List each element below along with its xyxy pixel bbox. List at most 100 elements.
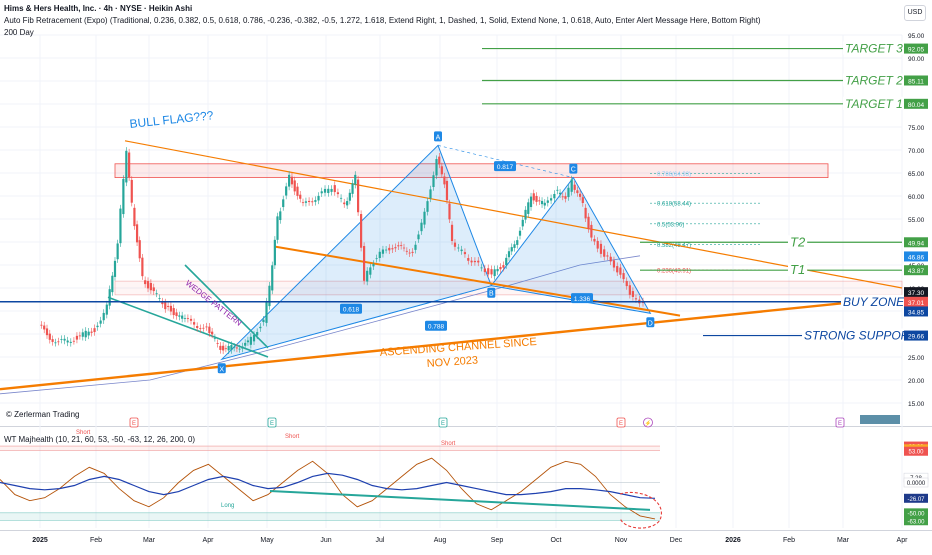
dividend-icon-glyph: ⚡	[645, 420, 652, 427]
overbought-zone	[0, 446, 660, 451]
candle-body	[149, 282, 152, 291]
osc-signal-label: Long	[221, 503, 234, 509]
y-tick-label: 95.00	[908, 33, 925, 40]
candle-body	[238, 348, 241, 350]
ratio-label: 1.336	[574, 296, 591, 303]
currency-button[interactable]: USD	[904, 5, 926, 21]
x-tick-label: Oct	[551, 537, 562, 544]
resistance-zone	[114, 163, 829, 179]
earnings-icon[interactable]	[616, 417, 626, 428]
x-tick-label: Dec	[670, 537, 683, 544]
ratio-label: 0.788	[428, 324, 445, 331]
candle-body	[411, 251, 414, 253]
candle-body	[144, 280, 147, 285]
candle-body	[473, 260, 477, 263]
earnings-icon[interactable]	[438, 417, 448, 428]
candle-body	[616, 266, 619, 273]
ratio-label: 0.618	[343, 307, 360, 314]
level-label-bg	[843, 73, 905, 87]
pattern-point-badge	[434, 131, 442, 142]
candle-body	[631, 291, 635, 297]
earnings-icon[interactable]	[129, 417, 139, 428]
candle-body	[366, 270, 369, 282]
candle-body	[314, 200, 317, 202]
candle-body	[573, 184, 576, 190]
level-label: TARGET 3	[845, 42, 903, 56]
candle-body	[167, 305, 170, 307]
price-axis-badge	[904, 306, 928, 317]
candle-body	[622, 273, 625, 280]
candle-body	[343, 202, 346, 205]
ratio-label: 0.817	[497, 164, 514, 171]
price-axis-badge	[904, 237, 928, 248]
candle-body	[402, 247, 406, 249]
level-label: T2	[790, 234, 806, 249]
candle-body	[333, 185, 336, 193]
candle-body	[426, 201, 429, 212]
candle-body	[265, 301, 268, 323]
candle-body	[213, 337, 216, 339]
osc-axis-badge	[904, 446, 928, 456]
bull-flag-upper-line	[124, 140, 903, 289]
level-label-bg	[841, 294, 907, 308]
time-axis-divider	[0, 530, 932, 531]
y-tick-label: 55.00	[908, 217, 925, 224]
candle-body	[584, 207, 587, 219]
candle-body	[128, 152, 131, 178]
osc-signal-label: Short	[76, 430, 91, 436]
candle-body	[219, 345, 222, 350]
earnings-icon[interactable]	[835, 417, 845, 428]
earnings-icon-label: E	[619, 421, 623, 427]
x-tick-label: Aug	[434, 537, 447, 544]
candle-body	[301, 202, 305, 204]
price-axis-badge	[904, 75, 928, 86]
candle-body	[599, 243, 603, 254]
candle-body	[587, 216, 590, 230]
candle-body	[175, 312, 178, 317]
candle-body	[241, 346, 244, 349]
candle-body	[527, 202, 530, 214]
candle-body	[628, 285, 631, 295]
candle-body	[208, 326, 211, 334]
candle-body	[307, 200, 311, 203]
candle-body	[540, 200, 544, 205]
candle-body	[246, 340, 250, 343]
price-axis-badge	[904, 287, 928, 298]
replay-button[interactable]	[860, 415, 900, 424]
candle-body	[513, 244, 516, 248]
candle-body	[138, 240, 141, 259]
candle-body	[48, 333, 51, 340]
x-tick-label: Jul	[376, 537, 385, 544]
price-axis-badge	[904, 296, 928, 307]
candle-body	[66, 340, 69, 343]
candle-body	[435, 159, 438, 176]
candle-body	[54, 342, 57, 344]
candle-body	[202, 327, 205, 329]
candle-body	[634, 298, 638, 300]
dividend-icon[interactable]	[643, 417, 653, 428]
candle-body	[432, 175, 435, 188]
candle-body	[222, 345, 225, 351]
candle-body	[532, 193, 535, 201]
candle-body	[288, 174, 291, 187]
price-axis-label: 37.30	[908, 290, 925, 297]
candle-body	[510, 247, 513, 252]
candle-body	[111, 275, 114, 293]
earnings-icon[interactable]	[267, 417, 277, 428]
candle-body	[538, 200, 541, 202]
x-tick-label: Apr	[203, 537, 215, 544]
level-label: T1	[790, 262, 805, 277]
ascending-channel-line	[0, 296, 903, 391]
candle-body	[443, 176, 446, 185]
level-label-bg	[788, 263, 808, 277]
candle-body	[87, 331, 90, 336]
price-axis-badge	[904, 330, 928, 341]
candle-body	[524, 209, 527, 220]
fib-label: 0.5(53.96)	[657, 222, 684, 228]
candle-body	[199, 328, 202, 330]
candle-body	[467, 258, 470, 261]
pattern-point-badge	[487, 287, 496, 298]
candle-body	[268, 285, 271, 307]
